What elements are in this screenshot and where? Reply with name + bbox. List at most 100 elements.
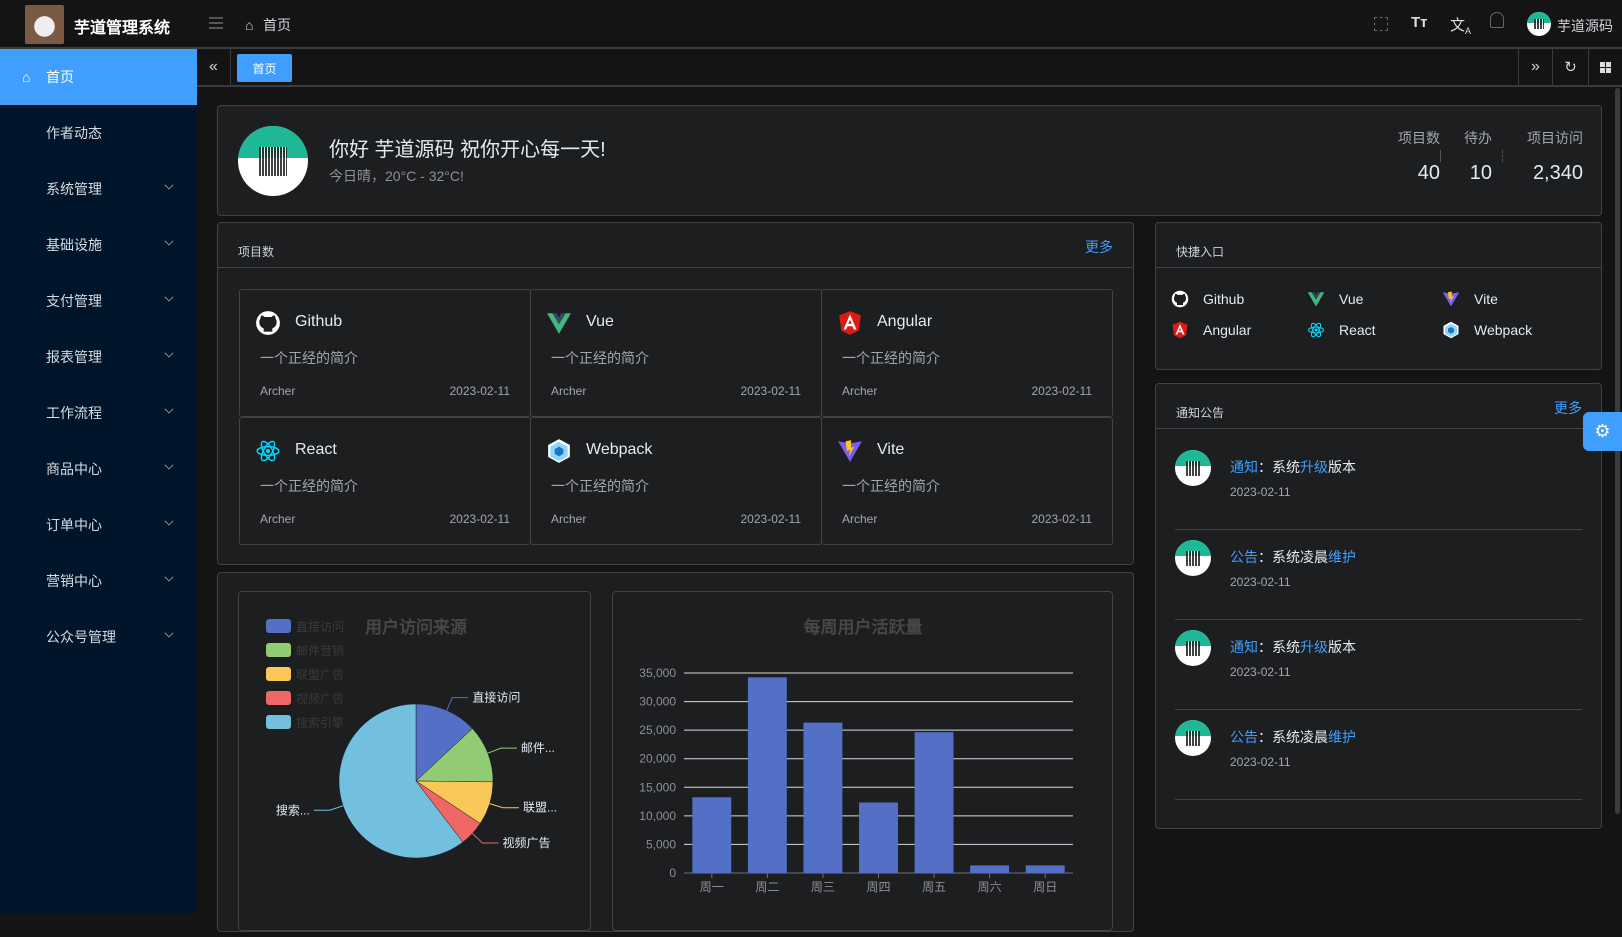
welcome-avatar — [238, 126, 308, 196]
shortcut-react[interactable]: React — [1307, 321, 1376, 339]
legend-label: 邮件营销 — [296, 644, 344, 658]
fullscreen-icon[interactable] — [1374, 17, 1388, 31]
sidebar-item-product[interactable]: 商品中心 — [0, 441, 197, 497]
y-tick-label: 25,000 — [639, 723, 676, 737]
stat-visits: 项目访问 2,340 — [1498, 128, 1583, 185]
user-name[interactable]: 芋道源码 — [1557, 18, 1613, 34]
sidebar-item-report[interactable]: 报表管理 — [0, 329, 197, 385]
y-tick-label: 20,000 — [639, 752, 676, 766]
tab-home[interactable]: 首页 — [237, 54, 292, 82]
divider — [1175, 709, 1582, 710]
project-card[interactable]: Github 一个正经的简介 Archer 2023-02-11 — [239, 289, 531, 417]
project-card[interactable]: Vite 一个正经的简介 Archer 2023-02-11 — [821, 417, 1113, 545]
notice-date: 2023-02-11 — [1230, 755, 1291, 769]
chevron-down-icon — [164, 460, 174, 470]
sidebar-item-order[interactable]: 订单中心 — [0, 497, 197, 553]
sidebar-item-label: 工作流程 — [46, 405, 102, 421]
projects-more-link[interactable]: 更多 — [1085, 239, 1113, 255]
shortcut-vite[interactable]: Vite — [1442, 290, 1498, 308]
sidebar-item-infra[interactable]: 基础设施 — [0, 217, 197, 273]
chevron-down-icon — [164, 628, 174, 638]
chart-title: 用户访问来源 — [365, 617, 467, 637]
y-tick-label: 5,000 — [646, 837, 676, 851]
notice-item[interactable]: 公告：系统凌晨维护 2023-02-11 — [1175, 713, 1582, 803]
panel-header: 通知公告 更多 — [1156, 384, 1601, 429]
refresh-icon[interactable]: ↻ — [1552, 49, 1588, 85]
notice-avatar — [1175, 720, 1211, 756]
project-card[interactable]: Webpack 一个正经的简介 Archer 2023-02-11 — [530, 417, 822, 545]
shortcut-vue[interactable]: Vue — [1307, 290, 1363, 308]
x-tick-label: 周日 — [1033, 880, 1057, 894]
stat-value: 40 — [1417, 162, 1440, 184]
sidebar-item-system[interactable]: 系统管理 — [0, 161, 197, 217]
github-icon — [255, 310, 281, 336]
legend-swatch — [266, 643, 291, 657]
projects-panel: 项目数 更多 Github 一个正经的简介 Archer 2023-02-11 Vue… — [217, 222, 1134, 565]
sidebar-item-workflow[interactable]: 工作流程 — [0, 385, 197, 441]
sidebar-item-marketing[interactable]: 营销中心 — [0, 553, 197, 609]
pie-label: 搜索... — [276, 802, 310, 817]
shortcut-angular[interactable]: Angular — [1171, 321, 1251, 339]
sidebar-item-pay[interactable]: 支付管理 — [0, 273, 197, 329]
project-author: Archer — [551, 512, 587, 526]
bar-chart: 每周用户活跃量 0 5,000 10,000 15,000 20,000 25,000 30… — [639, 617, 1073, 894]
sidebar-item-label: 报表管理 — [46, 349, 102, 365]
chevron-down-icon — [164, 404, 174, 414]
breadcrumb[interactable]: 首页 — [263, 17, 291, 33]
translate-icon[interactable]: 文A — [1450, 17, 1472, 36]
sidebar-item-label: 商品中心 — [46, 461, 102, 477]
notice-item[interactable]: 通知：系统升级版本 2023-02-11 — [1175, 443, 1582, 533]
project-card[interactable]: React 一个正经的简介 Archer 2023-02-11 — [239, 417, 531, 545]
logo — [25, 5, 64, 44]
font-size-icon[interactable]: Tт — [1411, 14, 1428, 31]
legend-swatch — [266, 619, 291, 633]
webpack-icon — [1442, 321, 1460, 339]
pie-label-line — [446, 697, 469, 711]
chevron-down-icon — [164, 572, 174, 582]
panel-title: 通知公告 — [1176, 406, 1225, 420]
scroll-left-icon[interactable]: « — [197, 49, 231, 85]
vite-icon — [837, 438, 863, 464]
welcome-panel: 你好 芋道源码 祝你开心每一天! 今日晴，20°C - 32°C! 项目数 40… — [217, 105, 1602, 216]
notice-item[interactable]: 通知：系统升级版本 2023-02-11 — [1175, 623, 1582, 713]
sidebar-item-label: 支付管理 — [46, 293, 102, 309]
sidebar-item-label: 基础设施 — [46, 237, 102, 253]
sidebar-item-label: 首页 — [46, 69, 74, 85]
shortcut-label: Vue — [1339, 291, 1364, 307]
grid-menu-icon[interactable] — [1588, 49, 1622, 85]
notice-item[interactable]: 公告：系统凌晨维护 2023-02-11 — [1175, 533, 1582, 623]
y-tick-label: 15,000 — [639, 780, 676, 794]
page-scrollbar[interactable] — [1615, 88, 1620, 814]
shortcuts-panel: 快捷入口 Github Vue Vite Angular React Webpa… — [1155, 222, 1602, 370]
settings-button[interactable]: ⚙ — [1583, 412, 1622, 451]
x-tick-label: 周三 — [811, 880, 835, 894]
bar — [747, 677, 787, 873]
project-desc: 一个正经的简介 — [260, 478, 358, 494]
pie-label-line — [313, 805, 344, 811]
chevron-down-icon — [164, 180, 174, 190]
notices-panel: 通知公告 更多 通知：系统升级版本 2023-02-11 公告：系统凌晨维护 202… — [1155, 383, 1602, 829]
project-card[interactable]: Angular 一个正经的简介 Archer 2023-02-11 — [821, 289, 1113, 417]
shortcut-label: Github — [1203, 291, 1245, 307]
project-name: Webpack — [586, 441, 653, 458]
shortcut-github[interactable]: Github — [1171, 290, 1244, 308]
sidebar-item-mp[interactable]: 公众号管理 — [0, 609, 197, 665]
stat-todo: 待办 10 — [1448, 128, 1492, 185]
pie-label: 直接访问 — [472, 690, 520, 705]
bell-icon[interactable] — [1490, 12, 1504, 28]
user-avatar[interactable] — [1527, 12, 1551, 36]
react-icon — [255, 438, 281, 464]
top-header: 芋道管理系统 ⌂ 首页 Tт 文A 芋道源码 — [0, 0, 1622, 49]
menu-fold-icon[interactable] — [209, 17, 223, 29]
sidebar-item-author-news[interactable]: 作者动态 — [0, 105, 197, 161]
scroll-right-icon[interactable]: » — [1518, 49, 1552, 85]
shortcut-webpack[interactable]: Webpack — [1442, 321, 1532, 339]
weather: 今日晴，20°C - 32°C! — [329, 168, 464, 184]
notices-more-link[interactable]: 更多 — [1554, 400, 1582, 416]
legend-swatch — [266, 715, 291, 729]
project-card[interactable]: Vue 一个正经的简介 Archer 2023-02-11 — [530, 289, 822, 417]
x-tick-label: 周六 — [978, 880, 1002, 894]
panel-title: 快捷入口 — [1176, 245, 1225, 259]
y-tick-label: 10,000 — [639, 809, 676, 823]
sidebar-item-home[interactable]: ⌂ 首页 — [0, 49, 197, 105]
